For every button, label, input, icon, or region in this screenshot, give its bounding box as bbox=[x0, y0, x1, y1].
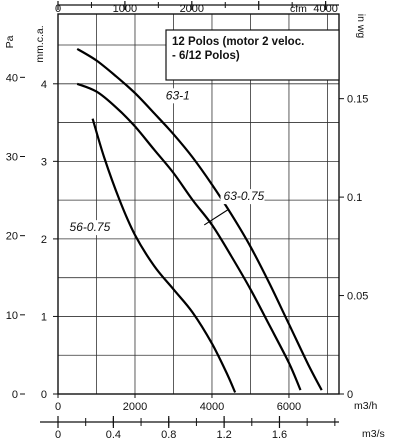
curves bbox=[76, 47, 323, 393]
y-unit-inwg: in wg bbox=[355, 14, 367, 39]
x-tick-label-m3s: 1.6 bbox=[272, 429, 287, 440]
y-tick-label-inwg: 0.1 bbox=[347, 192, 362, 204]
x-tick-label-m3h: 4000 bbox=[200, 401, 224, 413]
x-tick-label-m3s: 1.2 bbox=[216, 429, 231, 440]
y-tick-label-mmca: 2 bbox=[41, 234, 47, 246]
y-tick-label-mmca: 3 bbox=[41, 156, 47, 168]
series-label-bg-56-0.75 bbox=[66, 220, 111, 236]
x-tick-label-m3h: 6000 bbox=[277, 401, 301, 413]
series-label-bg-63-1 bbox=[162, 88, 207, 104]
y-tick-label-inwg: 0 bbox=[347, 389, 353, 401]
y-tick-label-mmca: 4 bbox=[41, 79, 47, 91]
series-label-56-0.75: 56-0.75 bbox=[70, 220, 111, 234]
series-label-bg-63-0.75 bbox=[220, 189, 265, 205]
series-label-63-1: 63-1 bbox=[166, 88, 190, 102]
y-tick-label-inwg: 0.05 bbox=[347, 291, 368, 303]
y-tick-label-inwg: 0.15 bbox=[347, 94, 368, 106]
top-tick-label-cfm: 2000 bbox=[180, 3, 204, 15]
y-tick-label-mmca: 1 bbox=[41, 311, 47, 323]
note-box bbox=[165, 29, 340, 81]
x-tick-label-m3h: 2000 bbox=[123, 401, 147, 413]
y-tick-label-mmca: 0 bbox=[41, 389, 47, 401]
top-tick-label-cfm: 4000 bbox=[313, 3, 337, 15]
note-line-1: 12 Polos (motor 2 veloc. bbox=[172, 36, 304, 48]
curve-56-0.75 bbox=[91, 118, 237, 393]
x-tick-label-m3h: 0 bbox=[55, 401, 61, 413]
top-unit-cfm: cfm bbox=[290, 3, 307, 15]
x-tick-label-m3s: 0 bbox=[55, 429, 61, 440]
x-unit-m3h: m3/h bbox=[354, 400, 378, 412]
plot-frame bbox=[57, 13, 340, 395]
y-tick-label-pa: 20 bbox=[6, 231, 18, 243]
series-label-63-0.75: 63-0.75 bbox=[224, 189, 265, 203]
curve-63-1 bbox=[76, 47, 323, 391]
note-line-2: - 6/12 Polos) bbox=[172, 50, 240, 62]
curve-63-0.75 bbox=[76, 82, 302, 391]
y-tick-label-pa: 10 bbox=[6, 310, 18, 322]
y-unit-pa: Pa bbox=[4, 35, 16, 48]
y-tick-label-pa: 30 bbox=[6, 152, 18, 164]
x-unit-m3s: m3/s bbox=[362, 428, 385, 440]
x-tick-label-m3s: 0.8 bbox=[161, 429, 176, 440]
y-unit-mmca: mm.c.a. bbox=[34, 25, 46, 62]
y-tick-label-pa: 0 bbox=[12, 389, 18, 401]
top-tick-label-cfm: 1000 bbox=[113, 3, 137, 15]
series-labels: 63-1 63-0.75 56-0.75 bbox=[66, 88, 265, 236]
leader-line-63-0.75 bbox=[203, 209, 228, 226]
top-tick-label-cfm: 0 bbox=[55, 3, 61, 15]
x-tick-label-m3s: 0.4 bbox=[106, 429, 121, 440]
y-tick-label-pa: 40 bbox=[6, 72, 18, 84]
